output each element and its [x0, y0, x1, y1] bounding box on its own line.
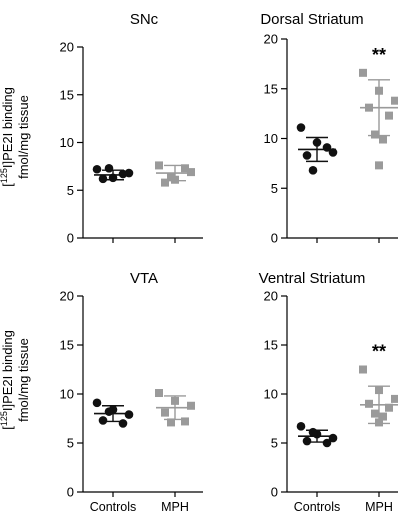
data-series — [296, 422, 338, 448]
chart-panel: VTA 0 5 10 15 20 Controls MPH — [60, 270, 203, 514]
data-series — [92, 163, 134, 184]
data-point — [104, 407, 114, 416]
data-point — [124, 410, 134, 419]
data-point — [308, 427, 318, 437]
chart-panel: SNc 0 5 10 15 20 — [60, 11, 203, 246]
y-tick-label: 15 — [264, 338, 278, 353]
panels: SNc 0 5 10 15 20 Dorsal Striatum 0 5 10 15 20 ** VTA 0… — [60, 11, 398, 514]
data-point — [322, 143, 332, 152]
data-series — [296, 123, 338, 175]
y-tick-label: 20 — [264, 32, 278, 47]
ylabel-line2: fmol/mg tissue — [16, 338, 31, 422]
data-series — [359, 365, 398, 427]
data-point — [155, 389, 163, 398]
data-point — [296, 123, 306, 132]
data-point — [92, 398, 102, 408]
data-point — [375, 161, 383, 170]
data-point — [359, 365, 367, 374]
y-tick-label: 5 — [67, 436, 74, 451]
data-point — [92, 164, 102, 174]
data-point — [302, 436, 312, 446]
y-axis-label-bottom: [125I]PE2I binding fmol/mg tissue — [0, 330, 31, 430]
significance-label: ** — [372, 342, 386, 362]
data-point — [302, 151, 312, 160]
chart-title: Ventral Striatum — [259, 270, 366, 287]
data-point — [155, 161, 163, 170]
data-point — [181, 164, 189, 173]
x-tick-label: MPH — [161, 500, 189, 514]
data-point — [385, 403, 393, 412]
y-tick-label: 20 — [60, 40, 74, 55]
data-point — [322, 438, 332, 448]
data-series — [155, 389, 195, 427]
data-point — [118, 419, 128, 428]
data-point — [161, 408, 169, 417]
x-tick-label: MPH — [365, 500, 393, 514]
y-tick-label: 10 — [264, 131, 278, 146]
y-tick-label: 10 — [60, 135, 74, 150]
svg-text:[125I]PE2I binding: [125I]PE2I binding — [0, 330, 15, 430]
x-tick-label: Controls — [294, 500, 341, 514]
y-tick-label: 0 — [271, 231, 278, 246]
y-tick-label: 15 — [60, 338, 74, 353]
y-tick-label: 15 — [264, 81, 278, 96]
ylabel-superscript: 125 — [0, 411, 9, 426]
svg-text:[125I]PE2I binding: [125I]PE2I binding — [0, 87, 15, 187]
data-point — [98, 416, 108, 425]
ylabel-bracket: [ — [0, 426, 15, 430]
y-tick-label: 5 — [271, 436, 278, 451]
chart-panel: Dorsal Striatum 0 5 10 15 20 ** — [260, 11, 398, 246]
y-axis-label-top: [125I]PE2I binding fmol/mg tissue — [0, 87, 31, 187]
data-point — [379, 412, 387, 421]
data-point — [371, 130, 379, 139]
data-point — [365, 399, 373, 408]
data-point — [391, 96, 398, 105]
chart-title: VTA — [130, 270, 158, 287]
data-point — [371, 409, 379, 418]
data-point — [328, 148, 338, 157]
data-series — [92, 398, 134, 428]
data-point — [118, 169, 128, 179]
chart-title: Dorsal Striatum — [260, 11, 363, 28]
data-point — [359, 68, 367, 77]
data-point — [308, 166, 318, 175]
y-tick-label: 0 — [67, 231, 74, 246]
ylabel-bracket: [ — [0, 183, 15, 187]
data-series — [359, 68, 398, 170]
data-point — [379, 135, 387, 144]
y-tick-label: 5 — [67, 183, 74, 198]
y-tick-label: 10 — [60, 387, 74, 402]
y-tick-label: 20 — [264, 289, 278, 304]
data-point — [104, 163, 114, 173]
ylabel-line2: fmol/mg tissue — [16, 95, 31, 179]
x-tick-label: Controls — [90, 500, 137, 514]
y-tick-label: 0 — [271, 485, 278, 500]
chart-title: SNc — [130, 11, 159, 28]
y-tick-label: 5 — [271, 181, 278, 196]
y-tick-label: 0 — [67, 485, 74, 500]
data-point — [296, 422, 306, 431]
data-point — [167, 172, 175, 181]
ylabel-rest: I]PE2I binding — [0, 330, 15, 411]
data-point — [187, 401, 195, 410]
data-point — [161, 178, 169, 187]
ylabel-rest: I]PE2I binding — [0, 87, 15, 168]
y-tick-label: 20 — [60, 289, 74, 304]
data-point — [187, 168, 195, 177]
ylabel-superscript: 125 — [0, 168, 9, 183]
y-tick-label: 15 — [60, 87, 74, 102]
data-series — [155, 161, 195, 187]
y-tick-label: 10 — [264, 387, 278, 402]
chart-panel: Ventral Striatum 0 5 10 15 20 Controls MPH ** — [259, 270, 398, 514]
data-point — [167, 418, 175, 427]
data-point — [391, 394, 398, 403]
data-point — [98, 174, 108, 184]
significance-label: ** — [372, 45, 386, 65]
data-point — [181, 417, 189, 426]
data-point — [385, 111, 393, 120]
